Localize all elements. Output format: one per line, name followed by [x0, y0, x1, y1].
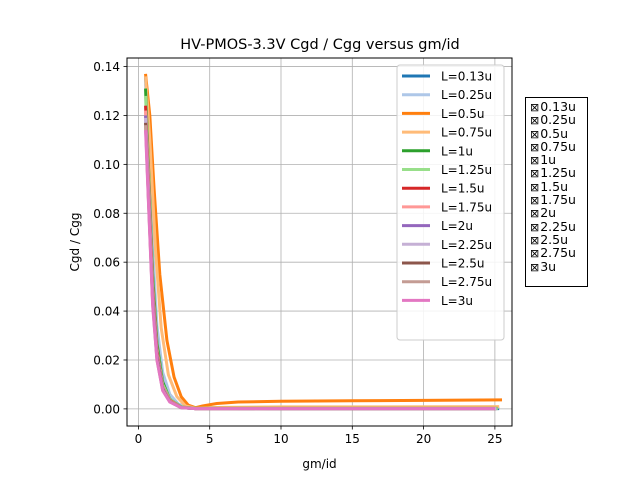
chart-title: HV-PMOS-3.3V Cgd / Cgg versus gm/id — [180, 37, 460, 53]
checkbox-crossed-icon[interactable]: ⊠ — [530, 194, 540, 208]
series-toggle-label: 0.25u — [540, 112, 576, 128]
series-toggle-item[interactable]: ⊠0.5u — [530, 125, 587, 141]
checkbox-crossed-icon[interactable]: ⊠ — [530, 233, 540, 247]
x-tick-label: 25 — [487, 432, 502, 446]
series-toggle-item[interactable]: ⊠0.13u — [530, 99, 587, 114]
series-toggle-label: 0.13u — [540, 99, 576, 114]
y-tick-label: 0.02 — [93, 353, 120, 367]
checkbox-crossed-icon[interactable]: ⊠ — [530, 140, 540, 154]
checkbox-crossed-icon[interactable]: ⊠ — [530, 154, 540, 168]
series-toggle-item[interactable]: ⊠3u — [530, 258, 587, 274]
checkbox-crossed-icon[interactable]: ⊠ — [530, 101, 540, 114]
series-toggle-item[interactable]: ⊠2u — [530, 207, 587, 220]
series-line-l-3u — [144, 130, 495, 411]
checkbox-crossed-icon[interactable]: ⊠ — [530, 114, 540, 128]
series-toggle-panel[interactable]: ⊠0.13u ⊠0.25u ⊠0.5u ⊠0.75u ⊠1u ⊠1.25u ⊠1.5u ⊠1.… — [525, 97, 588, 287]
legend-label: L=1.5u — [441, 182, 484, 196]
y-tick-label: 0.06 — [93, 256, 120, 270]
legend-label: L=0.13u — [441, 70, 492, 84]
legend-label: L=2.25u — [441, 238, 492, 252]
series-toggle-item[interactable]: ⊠1u — [530, 152, 587, 168]
series-toggle-label: 1.75u — [540, 192, 576, 208]
checkbox-crossed-icon[interactable]: ⊠ — [530, 127, 540, 141]
series-toggle-item[interactable]: ⊠2.75u — [530, 247, 587, 260]
series-toggle-item[interactable]: ⊠1.75u — [530, 192, 587, 208]
legend-label: L=2.5u — [441, 257, 484, 271]
legend-label: L=1.25u — [441, 163, 492, 177]
y-tick-label: 0.00 — [93, 402, 120, 416]
axis-ticks: 0 5 10 15 20 25 0.00 0.02 0.04 0.06 0.08 0.10 0.12 0.… — [93, 60, 502, 446]
checkbox-crossed-icon[interactable]: ⊠ — [530, 207, 540, 221]
legend-label: L=0.25u — [441, 88, 492, 102]
y-tick-label: 0.04 — [93, 305, 120, 319]
series-toggle-label: 1.5u — [540, 178, 569, 194]
series-toggle-label: 3u — [540, 258, 557, 274]
legend-label: L=1u — [441, 144, 473, 158]
x-tick-label: 15 — [345, 432, 360, 446]
series-toggle-label: 0.75u — [540, 138, 576, 154]
y-tick-label: 0.10 — [93, 158, 120, 172]
series-toggle-item[interactable]: ⊠0.25u — [530, 114, 587, 127]
legend[interactable]: L=0.13u L=0.25u L=0.5u L=0.75u L=1u L=1.25u L=… — [396, 64, 505, 341]
checkbox-crossed-icon[interactable]: ⊠ — [530, 220, 540, 234]
series-toggle-item[interactable]: ⊠0.75u — [530, 138, 587, 154]
series-toggle-label: 1u — [540, 152, 557, 168]
series-toggle-label: 2.5u — [540, 231, 569, 247]
y-axis-label: Cgd / Cgg — [68, 213, 82, 272]
legend-label: L=1.75u — [441, 200, 492, 214]
series-toggle-item[interactable]: ⊠2.5u — [530, 231, 587, 247]
legend-label: L=0.75u — [441, 126, 492, 140]
legend-label: L=3u — [441, 294, 473, 308]
series-toggle-label: 2u — [540, 205, 557, 221]
x-tick-label: 5 — [206, 432, 214, 446]
series-toggle-label: 2.75u — [540, 245, 576, 261]
series-toggle-label: 1.25u — [540, 165, 576, 181]
series-toggle-item[interactable]: ⊠1.5u — [530, 178, 587, 194]
checkbox-crossed-icon[interactable]: ⊠ — [530, 167, 540, 181]
x-axis-label: gm/id — [302, 457, 336, 471]
legend-box — [396, 64, 505, 341]
y-tick-label: 0.12 — [93, 109, 120, 123]
legend-label: L=0.5u — [441, 107, 484, 121]
series-layer — [144, 73, 503, 411]
series-toggle-item[interactable]: ⊠2.25u — [530, 218, 587, 234]
checkbox-crossed-icon[interactable]: ⊠ — [530, 260, 540, 274]
x-tick-label: 20 — [416, 432, 431, 446]
checkbox-crossed-icon[interactable]: ⊠ — [530, 247, 540, 261]
series-toggle-item[interactable]: ⊠1.25u — [530, 167, 587, 180]
y-tick-label: 0.14 — [93, 60, 120, 74]
series-toggle-label: 0.5u — [540, 125, 569, 141]
x-tick-label: 10 — [273, 432, 288, 446]
series-toggle-label: 2.25u — [540, 218, 576, 234]
legend-label: L=2.75u — [441, 275, 492, 289]
x-tick-label: 0 — [135, 432, 143, 446]
y-tick-label: 0.08 — [93, 207, 120, 221]
legend-label: L=2u — [441, 219, 473, 233]
plot-frame — [126, 57, 513, 427]
checkbox-crossed-icon[interactable]: ⊠ — [530, 180, 540, 194]
